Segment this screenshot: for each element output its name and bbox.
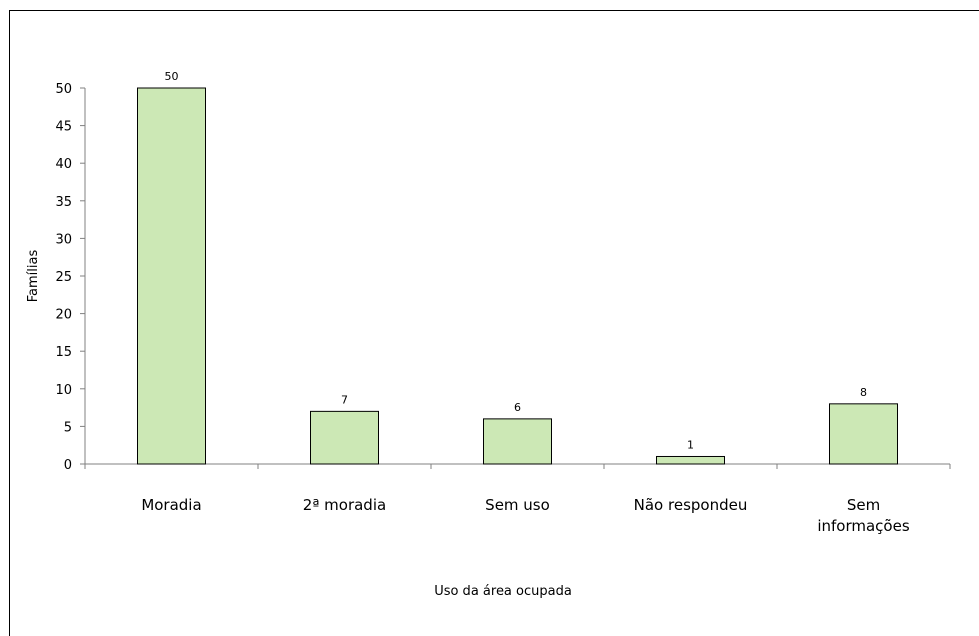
category-label: 2ª moradia	[303, 496, 386, 514]
y-tick-label: 50	[55, 82, 72, 97]
category-label: Sem uso	[485, 496, 550, 514]
category-label: Sem	[847, 496, 880, 514]
x-axis-title: Uso da área ocupada	[434, 584, 572, 599]
y-axis-title: Famílias	[26, 250, 41, 303]
y-tick-label: 25	[55, 270, 72, 285]
y-axis: 0 5 10 15 20 25 30 35 40 45 50	[55, 82, 86, 473]
bar	[656, 455, 725, 465]
y-tick-label: 30	[55, 232, 72, 247]
bar	[137, 87, 206, 465]
category-label: Moradia	[141, 496, 201, 514]
bar	[483, 418, 552, 465]
y-tick-label: 35	[55, 195, 72, 210]
category-labels: Moradia 2ª moradia Sem uso Não respondeu Sem…	[141, 496, 910, 535]
data-label: 1	[687, 438, 694, 451]
y-tick-label: 10	[55, 383, 72, 398]
y-tick-label: 45	[55, 120, 72, 135]
y-tick-label: 20	[55, 308, 72, 323]
y-tick-label: 5	[64, 420, 72, 435]
y-tick-label: 40	[55, 157, 72, 172]
data-label: 8	[860, 386, 867, 399]
category-label: Não respondeu	[634, 496, 748, 514]
x-axis	[84, 463, 951, 469]
data-labels: 50 7 6 1 8	[165, 70, 868, 451]
category-label: informações	[817, 517, 909, 535]
y-tick-label: 0	[64, 458, 72, 473]
bar	[829, 403, 898, 465]
chart-frame	[9, 10, 979, 636]
data-label: 50	[165, 70, 179, 83]
data-label: 6	[514, 401, 521, 414]
y-tick-label: 15	[55, 345, 72, 360]
bars	[137, 87, 898, 465]
bar	[310, 410, 379, 465]
data-label: 7	[341, 393, 348, 406]
